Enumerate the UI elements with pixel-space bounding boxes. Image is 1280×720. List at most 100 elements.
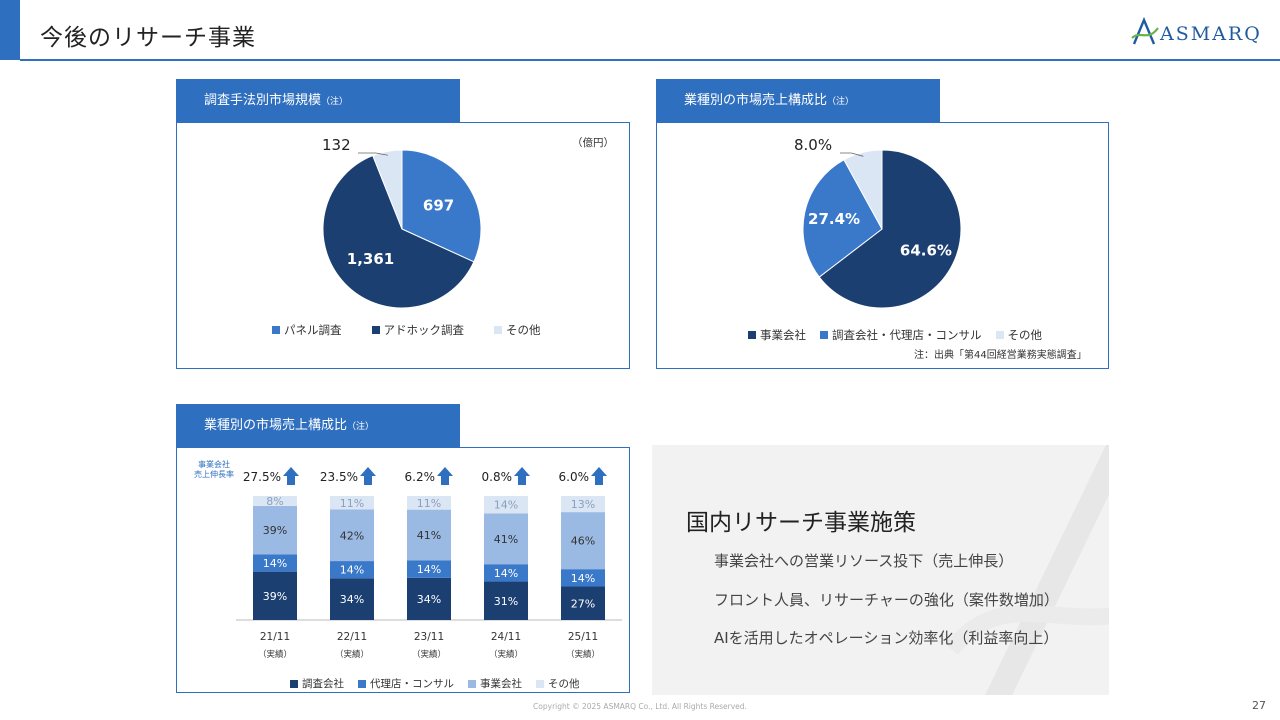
legend-label: その他 xyxy=(1007,328,1043,342)
up-arrow-icon xyxy=(591,467,607,485)
pie-data-label: 132 xyxy=(322,136,351,154)
legend-item: 代理店・コンサル xyxy=(358,676,454,691)
bar-data-label: 39% xyxy=(263,590,287,603)
bar-data-label: 14% xyxy=(571,572,595,585)
panel-tab-note: （注） xyxy=(347,422,375,432)
bar-segment xyxy=(253,505,297,555)
bar-data-label: 46% xyxy=(571,535,595,548)
bar-data-label: 41% xyxy=(417,529,441,542)
bar-data-label: 31% xyxy=(494,595,518,608)
legend-swatch xyxy=(468,679,476,688)
legend-label: 調査会社・代理店・コンサル xyxy=(832,328,982,342)
legend-swatch xyxy=(371,326,380,334)
panel-tab-label: 業種別の市場売上構成比 xyxy=(684,93,828,108)
legend-label: その他 xyxy=(506,323,541,337)
pie-slice xyxy=(322,154,475,309)
x-tick-label: 21/11 xyxy=(260,631,290,643)
x-tick-note: （実績） xyxy=(412,649,446,660)
legend-item: 事業会社 xyxy=(748,327,806,343)
bar-segment xyxy=(407,509,451,561)
watermark-logo-icon xyxy=(944,445,1109,695)
initiative-item: AIを活用したオペレーション効率化（利益率向上） xyxy=(714,629,1059,647)
legend-label: 事業会社 xyxy=(480,678,522,690)
panel-tab-method-market: 調査手法別市場規模（注） xyxy=(176,79,460,123)
panel-tab-industry-trend: 業種別の市場売上構成比（注） xyxy=(176,404,460,448)
growth-rate-caption: 事業会社 売上伸長率 xyxy=(190,460,238,480)
bar-segment xyxy=(484,581,528,620)
initiatives-panel: 国内リサーチ事業施策 事業会社への営業リソース投下（売上伸長） フロント人員、リ… xyxy=(652,445,1109,695)
pie-data-label: 27.4% xyxy=(808,210,860,228)
x-tick-note: （実績） xyxy=(258,649,292,660)
bar-segment xyxy=(407,560,451,578)
pie-slice xyxy=(401,149,482,263)
bar-segment xyxy=(330,496,374,510)
bar-segment xyxy=(253,571,297,620)
x-tick-label: 25/11 xyxy=(568,631,598,643)
x-tick-note: （実績） xyxy=(489,649,523,660)
growth-rate-label: 23.5% xyxy=(320,470,358,484)
legend-item: 事業会社 xyxy=(468,676,522,691)
legend-swatch xyxy=(272,326,280,334)
pie-data-label: 1,361 xyxy=(347,250,394,268)
panel-tab-label: 調査手法別市場規模 xyxy=(204,93,322,108)
legend-item: 調査会社・代理店・コンサル xyxy=(820,327,982,343)
initiative-item: フロント人員、リサーチャーの強化（案件数増加） xyxy=(714,591,1059,609)
up-arrow-icon xyxy=(514,467,530,485)
bar-segment xyxy=(253,496,297,506)
x-tick-label: 23/11 xyxy=(414,631,444,643)
legend-swatch xyxy=(748,331,756,339)
legend-label: 調査会社 xyxy=(302,678,344,690)
bar-segment xyxy=(484,564,528,582)
x-tick-label: 22/11 xyxy=(337,631,367,643)
up-arrow-icon xyxy=(437,467,453,485)
asmarq-logo-icon xyxy=(1131,16,1159,45)
bar-data-label: 11% xyxy=(417,497,441,510)
legend-label: パネル調査 xyxy=(284,323,342,337)
legend-item: パネル調査 xyxy=(272,322,342,338)
x-tick-note: （実績） xyxy=(335,649,369,660)
bar-data-label: 34% xyxy=(417,593,441,606)
unit-label: （億円） xyxy=(572,137,614,149)
bar-segment xyxy=(561,512,605,570)
copyright-footer: Copyright © 2025 ASMARQ Co., Ltd. All Ri… xyxy=(533,702,747,711)
growth-rate-label: 27.5% xyxy=(243,470,281,484)
panel-tab-label: 業種別の市場売上構成比 xyxy=(204,418,348,433)
bar-segment xyxy=(561,569,605,587)
legend-swatch xyxy=(358,679,366,688)
legend-item: アドホック調査 xyxy=(371,322,464,338)
logo-wordmark: ASMARQ xyxy=(1160,23,1262,45)
bar-data-label: 39% xyxy=(263,524,287,537)
bar-data-label: 14% xyxy=(494,499,518,512)
x-tick-label: 24/11 xyxy=(491,631,521,643)
growth-rate-label: 0.8% xyxy=(482,470,513,484)
page-title: 今後のリサーチ事業 xyxy=(40,25,256,51)
legend-item: その他 xyxy=(494,322,541,338)
bar-segment xyxy=(484,513,528,565)
initiative-item: 事業会社への営業リソース投下（売上伸長） xyxy=(714,552,1014,570)
legend-industry-share: 事業会社 調査会社・代理店・コンサル その他 xyxy=(748,327,1042,343)
up-arrow-icon xyxy=(283,467,299,485)
growth-rate-caption-line2: 売上伸長率 xyxy=(194,470,234,479)
bar-data-label: 27% xyxy=(571,597,595,610)
bar-segment xyxy=(407,577,451,620)
bar-data-label: 42% xyxy=(340,529,364,542)
bar-data-label: 41% xyxy=(494,533,518,546)
legend-swatch xyxy=(290,679,298,688)
bar-data-label: 14% xyxy=(417,563,441,576)
source-note: 注：出典「第44回経営業務実態調査」 xyxy=(914,350,1087,361)
legend-item: その他 xyxy=(536,676,580,691)
legend-swatch xyxy=(820,331,828,339)
leader-line xyxy=(840,152,864,157)
bar-segment xyxy=(330,509,374,562)
legend-swatch xyxy=(995,331,1004,339)
page-number: 27 xyxy=(1252,699,1266,712)
bar-data-label: 13% xyxy=(571,498,595,511)
legend-label: その他 xyxy=(548,678,580,690)
pie-data-label: 8.0% xyxy=(794,136,832,154)
panel-tab-note: （注） xyxy=(321,97,349,107)
pie-slice xyxy=(372,149,403,230)
bar-data-label: 8% xyxy=(266,495,283,508)
